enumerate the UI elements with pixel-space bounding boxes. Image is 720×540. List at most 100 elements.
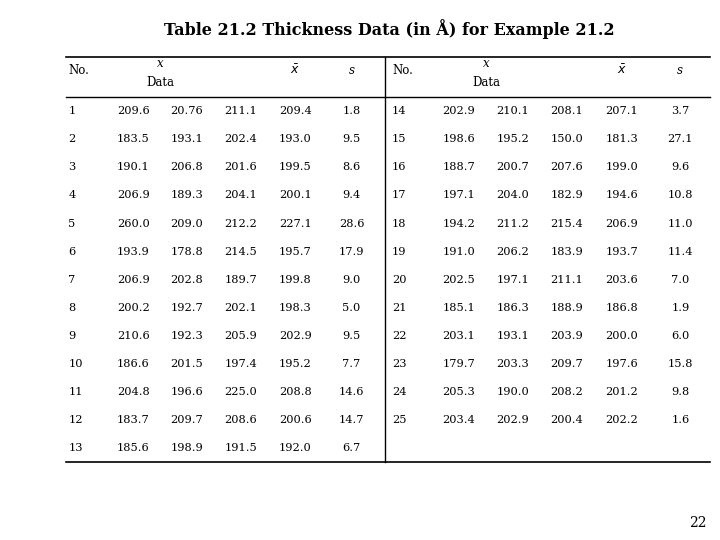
Text: 186.8: 186.8	[606, 303, 638, 313]
Text: 17: 17	[392, 191, 407, 200]
Text: 11.4: 11.4	[667, 247, 693, 256]
Text: 150.0: 150.0	[550, 134, 583, 144]
Text: 202.1: 202.1	[225, 303, 257, 313]
Text: 195.7: 195.7	[279, 247, 312, 256]
Text: 201.2: 201.2	[606, 387, 638, 397]
Text: 203.3: 203.3	[496, 359, 529, 369]
Text: 199.0: 199.0	[606, 163, 638, 172]
Text: 3: 3	[68, 163, 76, 172]
Text: 5: 5	[68, 219, 76, 228]
Text: 200.2: 200.2	[117, 303, 150, 313]
Text: 3.7: 3.7	[671, 106, 690, 116]
Text: 178.8: 178.8	[171, 247, 203, 256]
Text: 193.1: 193.1	[496, 331, 529, 341]
Text: 194.6: 194.6	[606, 191, 638, 200]
Text: 17.9: 17.9	[339, 247, 364, 256]
Text: 212.2: 212.2	[225, 219, 257, 228]
Text: 200.0: 200.0	[606, 331, 638, 341]
Text: 206.9: 206.9	[117, 275, 150, 285]
Text: 181.3: 181.3	[606, 134, 638, 144]
Text: 206.2: 206.2	[496, 247, 529, 256]
Text: 202.2: 202.2	[606, 415, 638, 425]
Text: 186.6: 186.6	[117, 359, 150, 369]
Text: 6.7: 6.7	[343, 443, 361, 453]
Text: 225.0: 225.0	[225, 387, 257, 397]
Text: 186.3: 186.3	[496, 303, 529, 313]
Text: Chapter 21: Chapter 21	[20, 230, 39, 342]
Text: 189.3: 189.3	[171, 191, 203, 200]
Text: 7.0: 7.0	[671, 275, 690, 285]
Text: 191.5: 191.5	[225, 443, 257, 453]
Text: 192.3: 192.3	[171, 331, 203, 341]
Text: 211.1: 211.1	[225, 106, 257, 116]
Text: 197.4: 197.4	[225, 359, 257, 369]
Text: 10: 10	[68, 359, 83, 369]
Text: 215.4: 215.4	[550, 219, 583, 228]
Text: 193.0: 193.0	[279, 134, 312, 144]
Text: 27.1: 27.1	[667, 134, 693, 144]
Text: 194.2: 194.2	[443, 219, 475, 228]
Text: Data: Data	[146, 76, 174, 89]
Text: 198.6: 198.6	[443, 134, 475, 144]
Text: 206.9: 206.9	[117, 191, 150, 200]
Text: 16: 16	[392, 163, 407, 172]
Text: 7.7: 7.7	[343, 359, 361, 369]
Text: 6: 6	[68, 247, 76, 256]
Text: 200.1: 200.1	[279, 191, 312, 200]
Text: 28.6: 28.6	[339, 219, 364, 228]
Text: 206.8: 206.8	[171, 163, 203, 172]
Text: 195.2: 195.2	[279, 359, 312, 369]
Text: 11.0: 11.0	[667, 219, 693, 228]
Text: 197.6: 197.6	[606, 359, 638, 369]
Text: 190.0: 190.0	[496, 387, 529, 397]
Text: 201.6: 201.6	[225, 163, 257, 172]
Text: 209.0: 209.0	[171, 219, 203, 228]
Text: 202.8: 202.8	[171, 275, 203, 285]
Text: 199.5: 199.5	[279, 163, 312, 172]
Text: 9.0: 9.0	[343, 275, 361, 285]
Text: 179.7: 179.7	[443, 359, 475, 369]
Text: 11: 11	[68, 387, 83, 397]
Text: 192.7: 192.7	[171, 303, 203, 313]
Text: 204.8: 204.8	[117, 387, 150, 397]
Text: 185.6: 185.6	[117, 443, 150, 453]
Text: 201.5: 201.5	[171, 359, 203, 369]
Text: 12: 12	[68, 415, 83, 425]
Text: 20: 20	[392, 275, 407, 285]
Text: 14: 14	[392, 106, 407, 116]
Text: 203.9: 203.9	[550, 331, 583, 341]
Text: 260.0: 260.0	[117, 219, 150, 228]
Text: 185.1: 185.1	[443, 303, 475, 313]
Text: 191.0: 191.0	[443, 247, 475, 256]
Text: 200.4: 200.4	[550, 415, 583, 425]
Text: 209.4: 209.4	[279, 106, 312, 116]
Text: Data: Data	[472, 76, 500, 89]
Text: 203.6: 203.6	[606, 275, 638, 285]
Text: s: s	[678, 64, 683, 77]
Text: 183.7: 183.7	[117, 415, 150, 425]
Text: $\bar{x}$: $\bar{x}$	[617, 63, 627, 77]
Text: 21: 21	[392, 303, 407, 313]
Text: 4: 4	[68, 191, 76, 200]
Text: 15.8: 15.8	[667, 359, 693, 369]
Text: 192.0: 192.0	[279, 443, 312, 453]
Text: 211.1: 211.1	[550, 275, 583, 285]
Text: 9.5: 9.5	[343, 331, 361, 341]
Text: 198.3: 198.3	[279, 303, 312, 313]
Text: 1.8: 1.8	[343, 106, 361, 116]
Text: 208.1: 208.1	[550, 106, 583, 116]
Text: 13: 13	[68, 443, 83, 453]
Text: 197.1: 197.1	[496, 275, 529, 285]
Text: 6.0: 6.0	[671, 331, 690, 341]
Text: 1.6: 1.6	[671, 415, 690, 425]
Text: No.: No.	[392, 64, 413, 77]
Text: 208.8: 208.8	[279, 387, 312, 397]
Text: 25: 25	[392, 415, 407, 425]
Text: No.: No.	[68, 64, 89, 77]
Text: 193.7: 193.7	[606, 247, 638, 256]
Text: 210.6: 210.6	[117, 331, 150, 341]
Text: 202.9: 202.9	[279, 331, 312, 341]
Text: x: x	[157, 57, 164, 70]
Text: Table 21.2 Thickness Data (in Å) for Example 21.2: Table 21.2 Thickness Data (in Å) for Exa…	[164, 19, 615, 39]
Text: 196.6: 196.6	[171, 387, 203, 397]
